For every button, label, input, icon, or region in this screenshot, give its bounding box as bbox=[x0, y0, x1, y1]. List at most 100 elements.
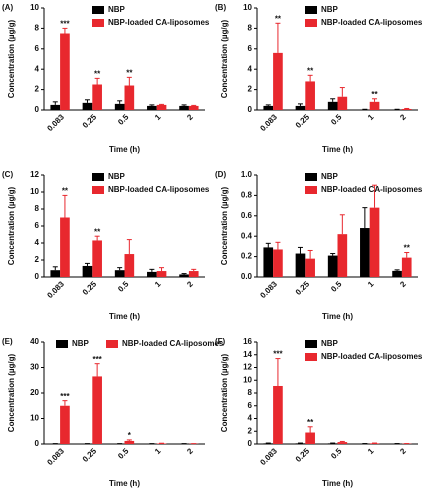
bar bbox=[401, 257, 412, 277]
significance: ** bbox=[126, 68, 133, 77]
bar bbox=[263, 247, 274, 277]
significance: *** bbox=[60, 392, 70, 401]
x-tick-label: 1 bbox=[153, 446, 163, 456]
y-axis-label: Concentration (µg/g) bbox=[220, 186, 229, 265]
y-tick-label: 0 bbox=[248, 439, 253, 448]
bar bbox=[50, 270, 61, 277]
y-tick-label: 0 bbox=[35, 272, 40, 281]
y-tick-label: 4 bbox=[248, 414, 253, 423]
y-tick-label: 0.8 bbox=[241, 191, 253, 200]
y-tick-label: 8 bbox=[35, 204, 40, 213]
bar bbox=[156, 271, 167, 277]
y-tick-label: 0 bbox=[35, 105, 40, 114]
bar bbox=[305, 81, 315, 110]
y-tick-label: 10 bbox=[243, 3, 252, 12]
x-tick-label: 2 bbox=[398, 112, 408, 122]
y-axis-label: Concentration (µg/g) bbox=[7, 353, 16, 432]
y-tick-label: 0.2 bbox=[241, 252, 253, 261]
x-tick-label: 0.083 bbox=[45, 112, 66, 133]
x-tick-label: 0.25 bbox=[294, 279, 312, 297]
bar bbox=[337, 442, 348, 444]
bar bbox=[327, 255, 338, 277]
x-tick-label: 2 bbox=[185, 446, 195, 456]
bar bbox=[92, 376, 102, 444]
y-axis-label: Concentration (µg/g) bbox=[7, 186, 16, 265]
y-tick-label: 0 bbox=[248, 105, 253, 114]
bar bbox=[124, 254, 135, 277]
x-tick-label: 1 bbox=[366, 279, 376, 289]
significance: ** bbox=[62, 187, 69, 196]
y-tick-label: 6 bbox=[248, 44, 253, 53]
y-tick-label: 10 bbox=[243, 375, 252, 384]
bar bbox=[147, 271, 157, 277]
bar bbox=[327, 443, 338, 444]
bar bbox=[114, 270, 125, 277]
y-axis-label: Concentration (µg/g) bbox=[7, 19, 16, 98]
panel: (A) Concentration (µg/g) Time (h) 0 2 4 6 8 10 0.… bbox=[2, 3, 210, 154]
bar bbox=[124, 85, 135, 110]
y-tick-label: 0.0 bbox=[241, 272, 253, 281]
x-tick-label: 0.25 bbox=[294, 446, 312, 464]
legend-label: NBP bbox=[108, 172, 126, 181]
bar bbox=[50, 104, 61, 110]
bar bbox=[263, 443, 274, 444]
y-tick-label: 8 bbox=[248, 388, 253, 397]
legend-label: NBP-loaded CA-liposomes bbox=[321, 352, 423, 361]
legend-label: NBP-loaded CA-liposomes bbox=[108, 18, 210, 27]
legend-swatch bbox=[305, 19, 317, 27]
bar bbox=[305, 432, 315, 444]
y-tick-label: 8 bbox=[248, 24, 253, 33]
bar bbox=[360, 228, 370, 277]
panel: (E) Concentration (µg/g) Time (h) 0 10 20 30 40… bbox=[2, 337, 224, 488]
legend-swatch bbox=[305, 173, 317, 181]
bar bbox=[369, 443, 380, 444]
y-tick-label: 40 bbox=[30, 337, 39, 346]
x-tick-label: 0.083 bbox=[258, 279, 279, 300]
x-axis-label: Time (h) bbox=[109, 479, 140, 488]
y-tick-label: 16 bbox=[243, 337, 252, 346]
bar bbox=[156, 104, 167, 110]
y-tick-label: 4 bbox=[248, 64, 253, 73]
y-tick-label: 20 bbox=[30, 388, 39, 397]
bar bbox=[273, 52, 283, 110]
bar bbox=[60, 33, 70, 110]
y-tick-label: 14 bbox=[243, 350, 252, 359]
y-tick-label: 4 bbox=[35, 64, 40, 73]
bar bbox=[401, 108, 412, 110]
x-tick-label: 0.083 bbox=[258, 112, 279, 133]
x-tick-label: 0.25 bbox=[294, 112, 312, 130]
y-tick-label: 2 bbox=[35, 85, 40, 94]
x-tick-label: 0.083 bbox=[258, 446, 279, 467]
bar bbox=[295, 105, 306, 110]
bar bbox=[295, 253, 306, 277]
legend-swatch bbox=[92, 6, 104, 14]
x-tick-label: 1 bbox=[366, 446, 376, 456]
x-axis-label: Time (h) bbox=[322, 312, 353, 321]
bar bbox=[60, 405, 70, 444]
bar bbox=[156, 443, 167, 444]
bar bbox=[124, 440, 135, 444]
bar bbox=[92, 84, 102, 110]
bar bbox=[327, 101, 338, 110]
y-tick-label: 10 bbox=[30, 3, 39, 12]
x-tick-label: 2 bbox=[398, 446, 408, 456]
significance: ** bbox=[94, 227, 101, 236]
bar bbox=[392, 109, 402, 110]
y-tick-label: 8 bbox=[35, 24, 40, 33]
bar bbox=[360, 109, 370, 110]
legend-swatch bbox=[305, 6, 317, 14]
legend-label: NBP bbox=[321, 5, 339, 14]
y-axis-label: Concentration (µg/g) bbox=[220, 19, 229, 98]
legend-swatch bbox=[106, 340, 118, 348]
bar bbox=[305, 258, 315, 277]
y-tick-label: 1.0 bbox=[241, 170, 253, 179]
panel-title: (F) bbox=[215, 337, 226, 346]
x-tick-label: 1 bbox=[366, 112, 376, 122]
y-tick-label: 4 bbox=[35, 238, 40, 247]
x-tick-label: 0.5 bbox=[116, 112, 131, 127]
y-tick-label: 0 bbox=[35, 439, 40, 448]
legend-swatch bbox=[56, 340, 68, 348]
y-tick-label: 12 bbox=[243, 363, 252, 372]
panel-title: (D) bbox=[215, 170, 226, 179]
y-tick-label: 2 bbox=[248, 85, 253, 94]
